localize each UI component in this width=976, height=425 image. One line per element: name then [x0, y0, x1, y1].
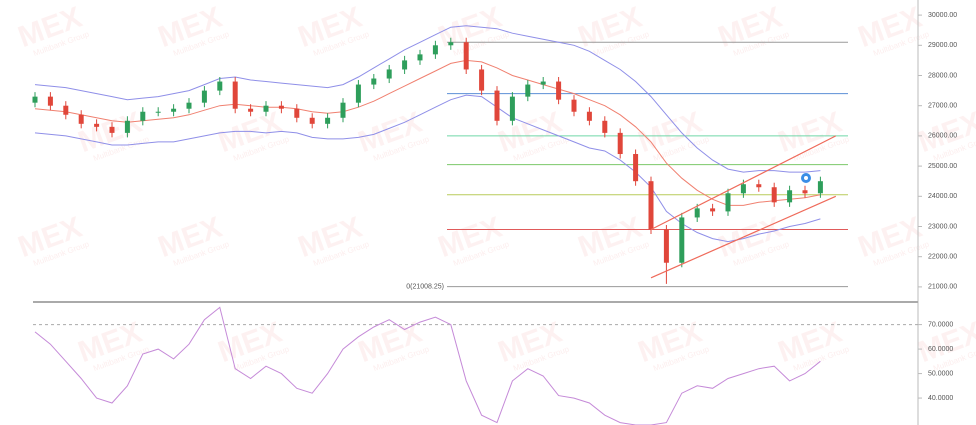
candle-body [602, 120, 608, 133]
candle-body [402, 60, 408, 70]
y-tick-label: 22000.00 [928, 254, 957, 261]
candle-body [571, 99, 577, 112]
candle-body [32, 96, 38, 103]
candle-body [617, 132, 623, 155]
candle-body [186, 102, 192, 109]
candle-body [494, 90, 500, 121]
candle-body [771, 187, 777, 203]
candle-body [802, 190, 808, 194]
candle-body [124, 120, 130, 133]
candle-body [710, 208, 716, 212]
candle-body [448, 42, 454, 46]
y-tick-label: 21000.00 [928, 284, 957, 291]
candle-body [232, 81, 238, 109]
candle-body [325, 117, 331, 124]
candle-body [633, 154, 639, 182]
candle-body [694, 208, 700, 218]
candle-body [417, 54, 423, 61]
candle-body [78, 114, 84, 124]
position-marker-dot [804, 176, 808, 180]
y-tick-label: 24000.00 [928, 193, 957, 200]
candle-body [371, 78, 377, 85]
candle-body [140, 111, 146, 121]
y-tick-label: 60.0000 [928, 346, 953, 353]
y-tick-label: 29000.00 [928, 42, 957, 49]
candle-body [556, 81, 562, 100]
candle-body [725, 193, 731, 212]
candle-body [787, 190, 793, 203]
candle-body [294, 108, 300, 118]
candle-body [479, 69, 485, 91]
band-line [34, 94, 821, 243]
candle-body [201, 90, 207, 103]
candle-body [47, 96, 53, 106]
candle-body [463, 42, 469, 70]
candle-body [586, 111, 592, 121]
candle-body [679, 217, 685, 263]
candle-body [525, 84, 531, 97]
candle-body [248, 108, 254, 112]
candle-body [509, 96, 515, 121]
candle-body [740, 184, 746, 194]
y-tick-label: 26000.00 [928, 133, 957, 140]
candle-body [263, 105, 269, 112]
y-tick-label: 25000.00 [928, 163, 957, 170]
band-line [34, 59, 821, 206]
candle-body [540, 81, 546, 85]
candle-body [648, 181, 654, 230]
candle-body [663, 229, 669, 263]
y-tick-label: 27000.00 [928, 103, 957, 110]
y-tick-label: 70.0000 [928, 321, 953, 328]
trendline [650, 135, 837, 231]
candle-body [432, 45, 438, 55]
candle-body [309, 117, 315, 124]
y-tick-label: 30000.00 [928, 12, 957, 19]
y-tick-label: 40.0000 [928, 395, 953, 402]
candle-body [340, 102, 346, 118]
candle-body [355, 84, 361, 103]
candle-body [386, 69, 392, 79]
plot: 0(21008.25) 30000.00 29000.00 28000.00 27000… [32, 12, 957, 425]
candle-body [94, 123, 100, 127]
y-tick-label: 50.0000 [928, 370, 953, 377]
candle-body [817, 181, 823, 194]
trendline [650, 195, 837, 279]
candle-body [278, 105, 284, 109]
fib-label: 0(21008.25) [406, 283, 444, 290]
candle-body [756, 184, 762, 188]
candle-body [109, 126, 115, 133]
candle-body [171, 108, 177, 112]
candle-body [217, 81, 223, 91]
y-tick-label: 23000.00 [928, 223, 957, 230]
rsi-line [34, 306, 821, 425]
y-tick-label: 28000.00 [928, 72, 957, 79]
candle-body [155, 111, 161, 113]
candle-body [63, 105, 69, 115]
band-line [34, 25, 821, 173]
